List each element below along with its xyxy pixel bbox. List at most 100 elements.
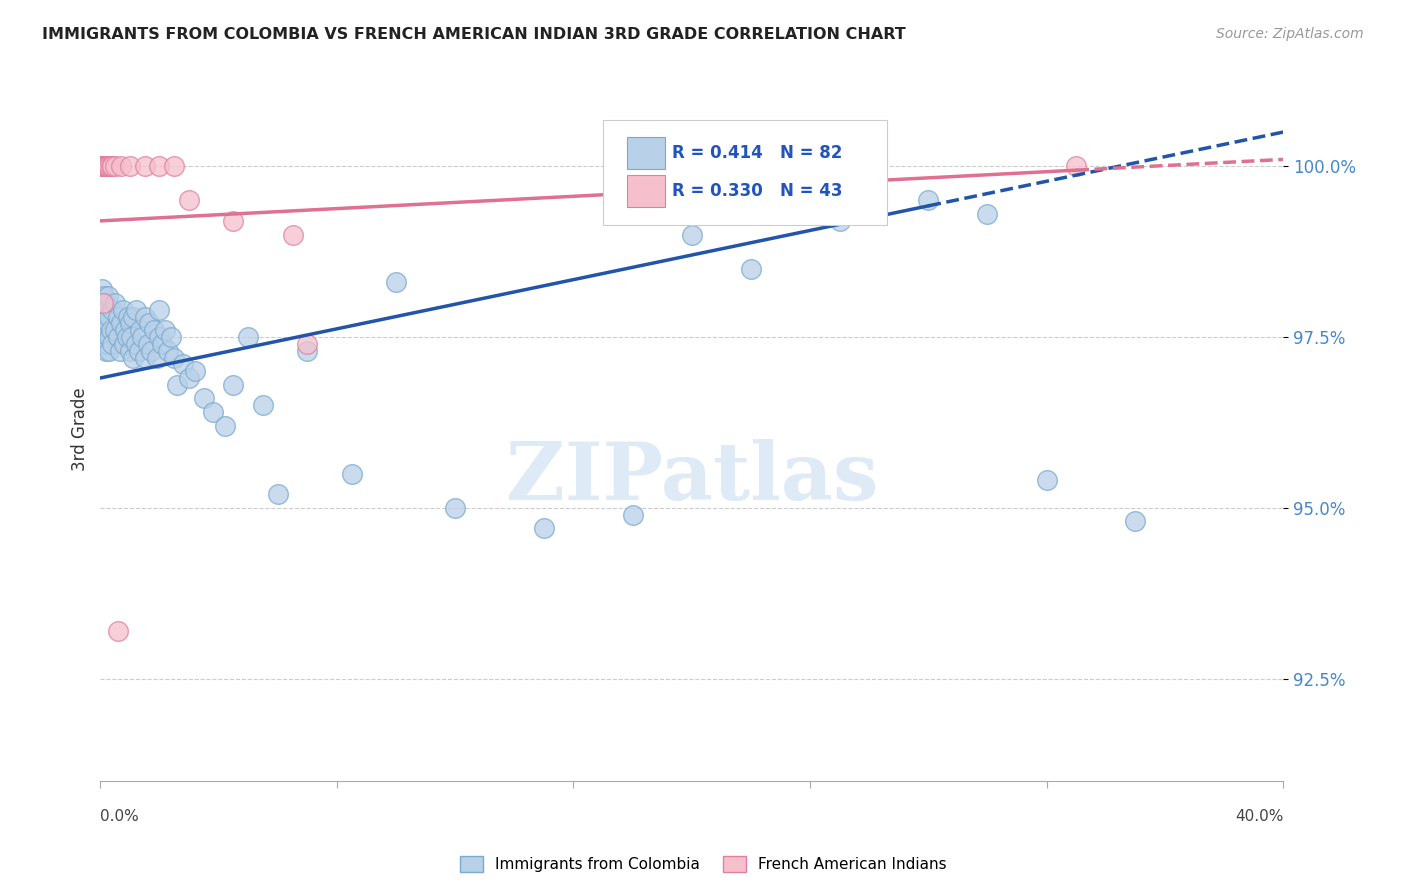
Point — [117, 310, 139, 324]
Point — [122, 310, 145, 324]
Point — [136, 336, 159, 351]
Point — [90, 159, 112, 173]
Point — [91, 302, 114, 317]
Point — [93, 159, 115, 173]
Point — [533, 521, 555, 535]
Point — [93, 316, 115, 330]
Point — [98, 343, 121, 358]
Point — [145, 351, 167, 365]
Point — [91, 159, 114, 173]
Y-axis label: 3rd Grade: 3rd Grade — [72, 387, 89, 471]
Point — [90, 159, 112, 173]
Point — [107, 310, 129, 324]
Point — [90, 159, 112, 173]
Point — [91, 159, 114, 173]
Point — [104, 159, 127, 173]
Point — [91, 159, 114, 173]
Point — [201, 405, 224, 419]
Point — [917, 194, 939, 208]
Point — [90, 159, 112, 173]
Point — [128, 343, 150, 358]
Point — [148, 302, 170, 317]
Point — [96, 323, 118, 337]
Point — [97, 316, 120, 330]
Point — [96, 159, 118, 173]
Point — [98, 310, 121, 324]
Point — [118, 343, 141, 358]
Point — [252, 398, 274, 412]
Point — [281, 227, 304, 242]
Point — [91, 159, 114, 173]
Point — [90, 159, 112, 173]
Point — [134, 351, 156, 365]
Point — [90, 159, 112, 173]
Point — [100, 159, 122, 173]
Point — [1064, 159, 1087, 173]
Point — [214, 418, 236, 433]
Point — [94, 343, 117, 358]
Point — [91, 159, 114, 173]
Point — [740, 261, 762, 276]
Point — [160, 330, 183, 344]
Point — [104, 296, 127, 310]
Point — [96, 296, 118, 310]
Point — [163, 159, 186, 173]
Point — [107, 624, 129, 638]
Point — [139, 343, 162, 358]
Point — [91, 296, 114, 310]
Point — [148, 159, 170, 173]
Point — [94, 330, 117, 344]
Point — [90, 159, 112, 173]
Point — [93, 159, 115, 173]
Point — [267, 487, 290, 501]
Legend: Immigrants from Colombia, French American Indians: Immigrants from Colombia, French America… — [451, 848, 955, 880]
Text: 40.0%: 40.0% — [1234, 809, 1284, 824]
Point — [163, 351, 186, 365]
Point — [98, 159, 121, 173]
Point — [90, 330, 112, 344]
Point — [238, 330, 260, 344]
Point — [157, 343, 180, 358]
Point — [91, 159, 114, 173]
Point — [166, 377, 188, 392]
Point — [100, 323, 122, 337]
Point — [976, 207, 998, 221]
Text: IMMIGRANTS FROM COLOMBIA VS FRENCH AMERICAN INDIAN 3RD GRADE CORRELATION CHART: IMMIGRANTS FROM COLOMBIA VS FRENCH AMERI… — [42, 27, 905, 42]
Point — [118, 159, 141, 173]
Text: ZIPatlas: ZIPatlas — [506, 440, 877, 517]
Point — [90, 159, 112, 173]
Point — [118, 316, 141, 330]
Point — [131, 330, 153, 344]
Point — [90, 159, 112, 173]
Point — [172, 357, 194, 371]
Text: Source: ZipAtlas.com: Source: ZipAtlas.com — [1216, 27, 1364, 41]
Point — [444, 500, 467, 515]
Point — [110, 316, 132, 330]
Point — [152, 336, 174, 351]
Point — [90, 282, 112, 296]
Point — [91, 296, 114, 310]
Point — [148, 330, 170, 344]
Point — [125, 302, 148, 317]
Point — [297, 336, 319, 351]
Point — [96, 336, 118, 351]
Point — [94, 159, 117, 173]
Point — [340, 467, 363, 481]
Point — [91, 159, 114, 173]
Point — [129, 323, 152, 337]
Point — [1123, 515, 1146, 529]
Point — [93, 289, 115, 303]
Point — [112, 336, 135, 351]
Point — [97, 289, 120, 303]
Point — [97, 330, 120, 344]
Point — [90, 159, 112, 173]
Point — [91, 336, 114, 351]
Point — [142, 323, 165, 337]
Point — [94, 159, 117, 173]
Point — [115, 330, 138, 344]
Text: R = 0.330   N = 43: R = 0.330 N = 43 — [672, 182, 842, 200]
FancyBboxPatch shape — [627, 175, 665, 207]
Point — [120, 330, 142, 344]
Point — [96, 159, 118, 173]
Point — [125, 336, 148, 351]
